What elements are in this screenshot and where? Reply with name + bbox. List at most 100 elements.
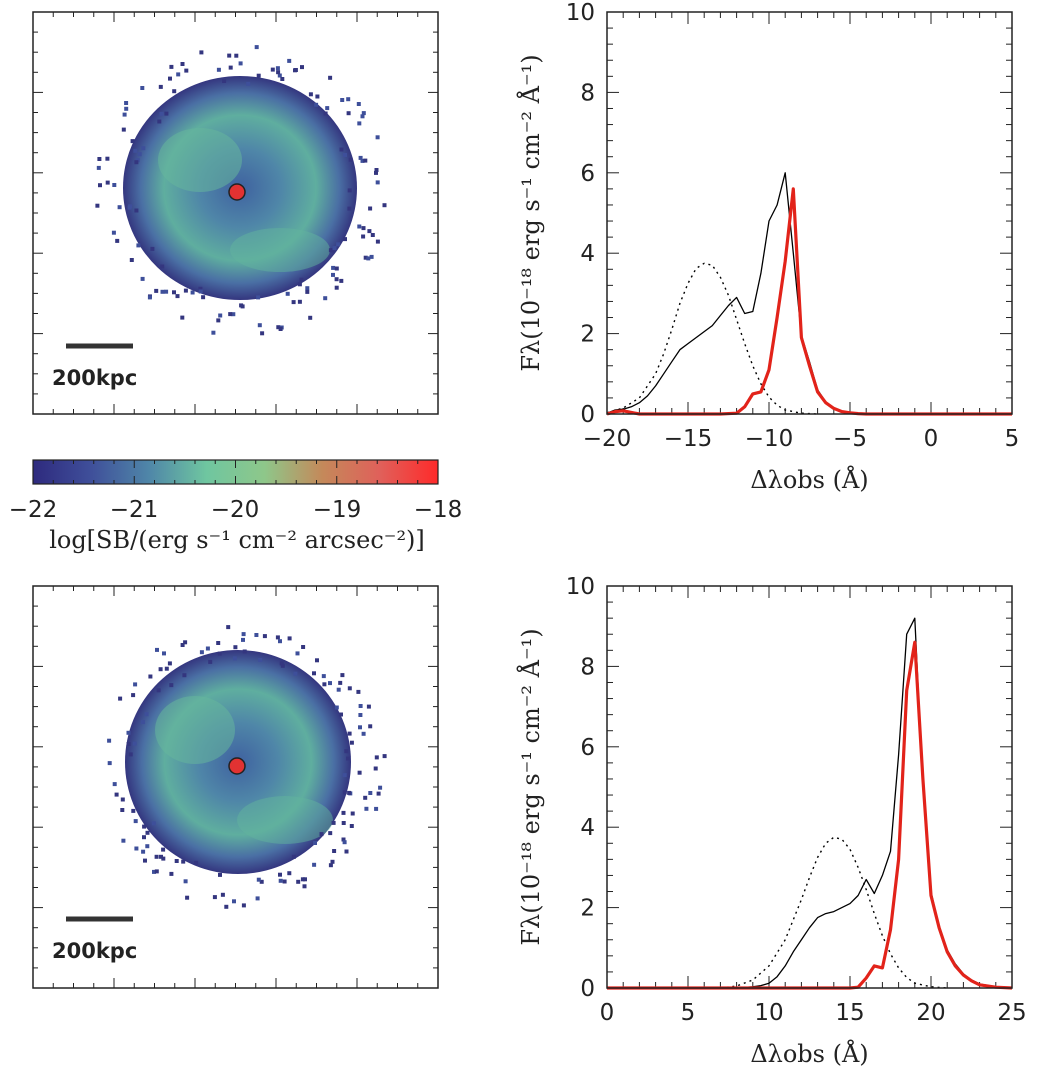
pixel bbox=[323, 296, 328, 301]
y-tick-label: 10 bbox=[566, 574, 595, 600]
pixel bbox=[172, 89, 177, 94]
y-tick-label: 0 bbox=[580, 402, 595, 428]
pixel bbox=[347, 206, 352, 211]
pixel bbox=[295, 651, 300, 656]
x-tick-label: 20 bbox=[916, 1000, 945, 1026]
x-tick-label: 0 bbox=[600, 1000, 615, 1026]
pixel bbox=[374, 168, 379, 172]
pixel bbox=[314, 102, 319, 107]
x-axis-label: Δλobs (Å) bbox=[750, 1039, 868, 1068]
pixel bbox=[164, 289, 169, 294]
pixel bbox=[97, 157, 102, 161]
pixel bbox=[300, 877, 305, 882]
pixel bbox=[255, 896, 260, 901]
pixel bbox=[134, 208, 139, 213]
pixel bbox=[334, 285, 339, 290]
pixel bbox=[174, 859, 179, 863]
pixel bbox=[184, 68, 189, 73]
pixel bbox=[159, 111, 164, 116]
pixel bbox=[278, 639, 282, 644]
pixel bbox=[382, 203, 387, 208]
pixel bbox=[157, 119, 162, 124]
pixel bbox=[325, 106, 330, 111]
x-tick-label: 5 bbox=[681, 1000, 696, 1026]
pixel bbox=[228, 312, 233, 317]
pixel bbox=[117, 205, 122, 210]
series-line-red bbox=[606, 187, 1012, 416]
pixel bbox=[151, 821, 156, 826]
pixel bbox=[152, 869, 156, 874]
pixel bbox=[169, 871, 174, 876]
pixel bbox=[140, 720, 145, 725]
pixel bbox=[190, 290, 195, 295]
pixel bbox=[180, 62, 185, 66]
pixel bbox=[182, 673, 187, 678]
pixel bbox=[167, 661, 172, 666]
pixel bbox=[136, 243, 141, 248]
pixel bbox=[112, 782, 117, 787]
pixel bbox=[293, 68, 298, 72]
pixel bbox=[137, 152, 142, 157]
pixel bbox=[175, 294, 180, 299]
pixel bbox=[143, 858, 147, 863]
pixel bbox=[126, 730, 131, 735]
pixel bbox=[341, 810, 346, 815]
pixel bbox=[367, 229, 372, 234]
colorbar-tick-label: −22 bbox=[9, 497, 58, 523]
pixel bbox=[185, 895, 190, 900]
pixel bbox=[344, 849, 349, 854]
pixel bbox=[300, 65, 304, 70]
pixel bbox=[168, 76, 172, 81]
pixel bbox=[275, 635, 280, 640]
pixel bbox=[278, 872, 282, 877]
pixel bbox=[346, 97, 351, 102]
pixel bbox=[375, 239, 380, 244]
pixel bbox=[162, 651, 166, 656]
pixel bbox=[107, 738, 112, 743]
pixel bbox=[228, 65, 233, 70]
x-tick-label: 25 bbox=[997, 1000, 1026, 1026]
pixel bbox=[382, 754, 387, 759]
x-tick-label: −20 bbox=[583, 426, 632, 452]
pixel bbox=[328, 75, 333, 80]
pixel bbox=[328, 831, 333, 836]
pixel bbox=[341, 837, 346, 842]
pixel bbox=[169, 683, 174, 688]
x-tick-label: 10 bbox=[754, 1000, 783, 1026]
pixel bbox=[217, 651, 222, 656]
pixel bbox=[145, 844, 150, 849]
spectrum-panel-top: −20 −15 −10 −5 0 5 0 2 4 6 8 10 Δλobs (Å) Fλ(10⁻¹⁸ er… bbox=[516, 0, 1019, 494]
pixel bbox=[126, 742, 131, 746]
pixel bbox=[142, 824, 147, 829]
pixel bbox=[241, 637, 245, 642]
pixel bbox=[131, 808, 136, 813]
pixel bbox=[98, 183, 102, 188]
pixel bbox=[115, 238, 120, 243]
pixel bbox=[212, 895, 217, 900]
pixel bbox=[344, 749, 349, 754]
pixel bbox=[199, 650, 204, 655]
pixel bbox=[336, 242, 341, 247]
y-tick-label: 4 bbox=[580, 815, 595, 841]
pixel bbox=[340, 98, 345, 102]
pixel bbox=[332, 849, 337, 853]
pixel bbox=[349, 824, 354, 828]
pixel bbox=[176, 72, 181, 77]
pixel bbox=[373, 766, 378, 771]
x-tick-label: −10 bbox=[745, 426, 794, 452]
pixel bbox=[358, 155, 363, 160]
pixel bbox=[254, 45, 259, 50]
pixel bbox=[323, 111, 328, 116]
pixel bbox=[194, 860, 199, 865]
pixel bbox=[321, 674, 326, 679]
pixel bbox=[148, 674, 153, 679]
y-tick-label: 2 bbox=[580, 896, 595, 922]
pixel bbox=[258, 658, 263, 662]
pixel bbox=[277, 73, 282, 78]
pixel bbox=[134, 846, 139, 851]
y-tick-label: 8 bbox=[580, 80, 595, 106]
pixel bbox=[276, 325, 281, 330]
pixel bbox=[201, 295, 206, 300]
pixel bbox=[280, 663, 285, 668]
pixel bbox=[160, 264, 165, 269]
